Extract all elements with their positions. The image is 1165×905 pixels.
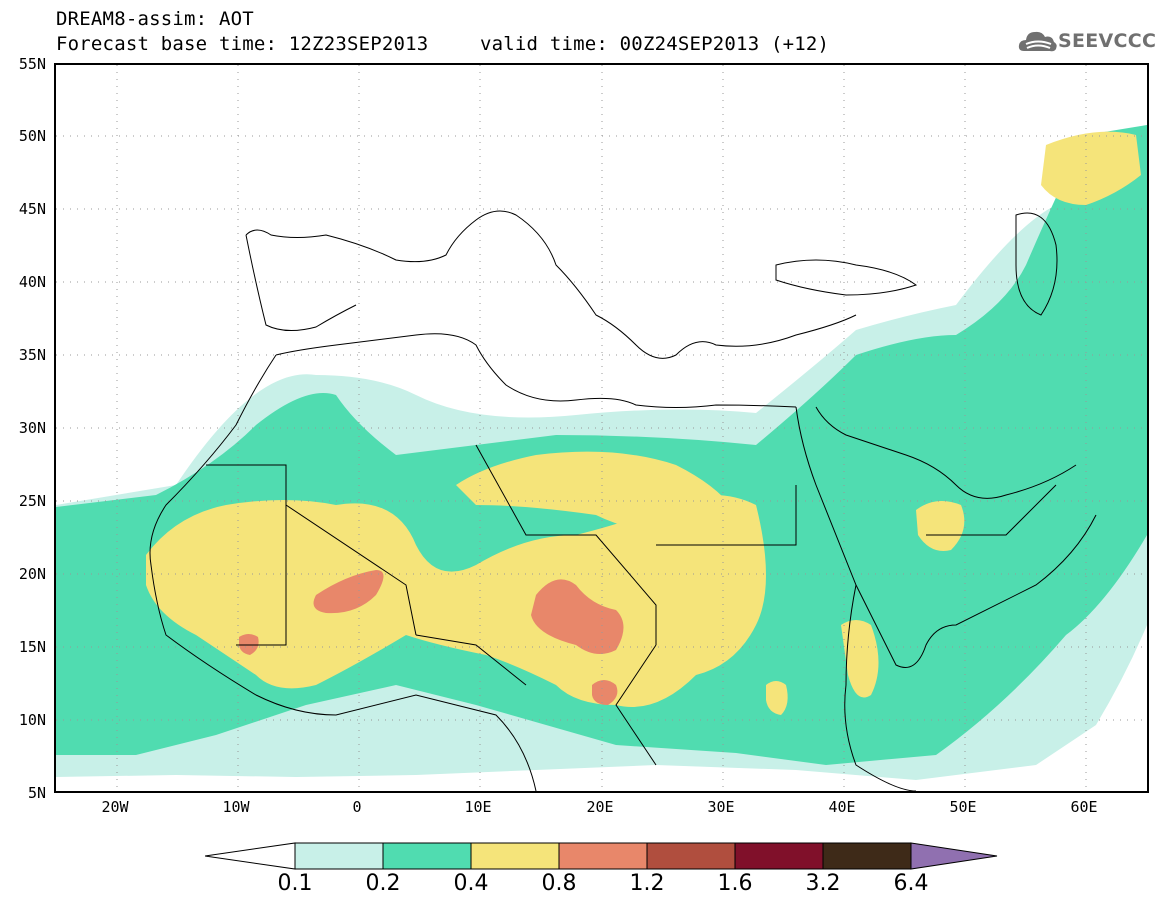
colorbar	[205, 842, 998, 870]
y-tick-label: 5N	[27, 784, 46, 802]
x-tick-label: 30E	[707, 798, 735, 816]
x-tick-label: 50E	[949, 798, 977, 816]
colorbar-label: 0.2	[365, 871, 401, 896]
y-tick-label: 35N	[18, 346, 46, 364]
y-tick-label: 30N	[18, 419, 46, 437]
seevccc-logo: SEEVCCC	[1018, 27, 1158, 55]
y-tick-label: 45N	[18, 200, 46, 218]
y-tick-label: 40N	[18, 273, 46, 291]
y-tick-label: 55N	[18, 55, 46, 73]
y-tick-label: 50N	[18, 127, 46, 145]
x-tick-label: 40E	[828, 798, 856, 816]
y-tick-label: 25N	[18, 492, 46, 510]
y-tick-label: 10N	[18, 711, 46, 729]
x-tick-label: 20E	[586, 798, 614, 816]
x-tick-label: 10E	[464, 798, 492, 816]
colorbar-segment	[734, 842, 824, 870]
colorbar-label: 0.1	[277, 871, 313, 896]
colorbar-segment	[822, 842, 912, 870]
coastlines	[149, 210, 1097, 791]
cloud-icon	[1018, 31, 1057, 52]
x-tick-label: 60E	[1070, 798, 1098, 816]
logo-text: SEEVCCC	[1058, 30, 1157, 52]
colorbar-label: 3.2	[805, 871, 841, 896]
colorbar-label: 0.4	[453, 871, 489, 896]
colorbar-label: 0.8	[541, 871, 577, 896]
colorbar-label: 1.2	[629, 871, 665, 896]
valid-time: valid time: 00Z24SEP2013 (+12)	[480, 33, 830, 55]
x-tick-label: 20W	[101, 798, 129, 816]
colorbar-label: 6.4	[893, 871, 929, 896]
colorbar-segment	[382, 842, 472, 870]
x-tick-label: 0	[352, 798, 362, 816]
colorbar-under-arrow	[205, 842, 296, 870]
x-tick-label: 10W	[222, 798, 250, 816]
y-tick-label: 20N	[18, 565, 46, 583]
colorbar-over-arrow	[910, 842, 998, 870]
product-title: DREAM8-assim: AOT	[56, 8, 254, 30]
colorbar-label: 1.6	[717, 871, 753, 896]
colorbar-segment	[558, 842, 648, 870]
aot-map	[54, 63, 1149, 793]
colorbar-segment	[470, 842, 560, 870]
colorbar-segment	[294, 842, 384, 870]
map-canvas	[56, 65, 1147, 791]
y-tick-label: 15N	[18, 638, 46, 656]
base-time: Forecast base time: 12Z23SEP2013	[56, 33, 429, 55]
colorbar-segment	[646, 842, 736, 870]
